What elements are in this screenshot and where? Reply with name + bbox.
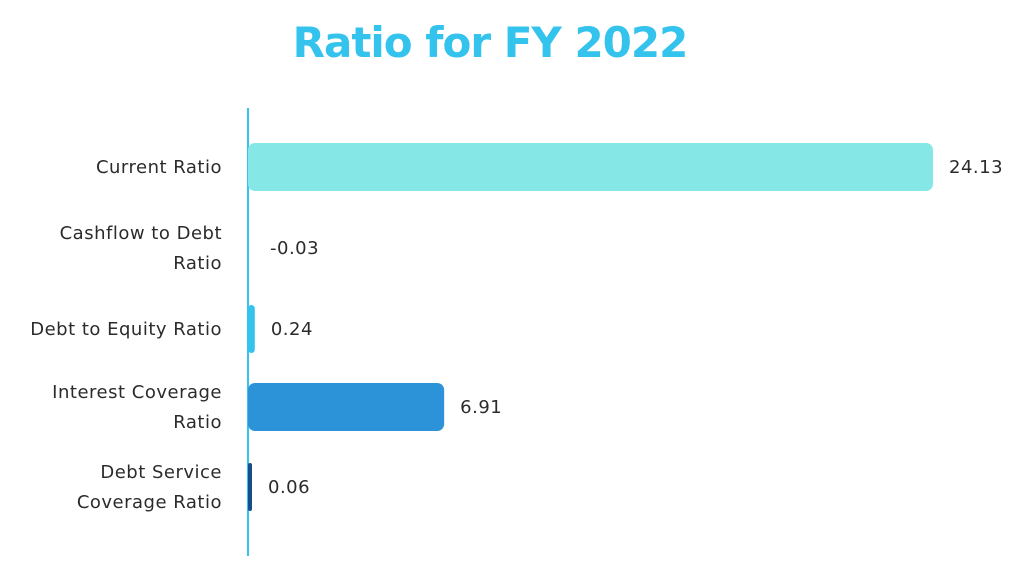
category-label-3-0: Interest Coverage (52, 382, 222, 403)
value-label-2: 0.24 (271, 319, 313, 340)
category-label-1-0: Cashflow to Debt (60, 223, 222, 244)
value-label-0: 24.13 (949, 157, 1003, 178)
category-label-1-1: Ratio (173, 253, 222, 274)
chart-title: Ratio for FY 2022 (292, 18, 689, 67)
bar-4 (248, 463, 252, 511)
category-label-2-0: Debt to Equity Ratio (30, 319, 222, 340)
value-label-4: 0.06 (268, 477, 310, 498)
bar-0 (248, 143, 933, 191)
bar-3 (248, 383, 445, 431)
value-label-3: 6.91 (460, 397, 502, 418)
value-label-1: -0.03 (270, 238, 319, 259)
category-label-3-1: Ratio (173, 412, 222, 433)
category-label-4-0: Debt Service (100, 462, 222, 483)
category-label-4-1: Coverage Ratio (77, 492, 222, 513)
bar-2 (248, 305, 255, 353)
category-label-0-0: Current Ratio (96, 157, 222, 178)
